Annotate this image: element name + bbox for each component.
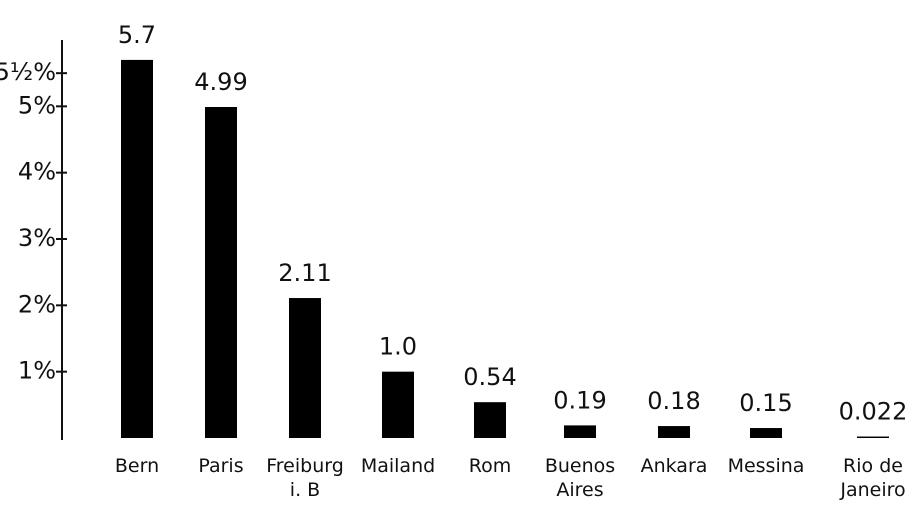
x-tick-label: Rom [469, 455, 511, 477]
bar [750, 428, 782, 438]
x-tick-label: Paris [198, 455, 243, 477]
y-tick-label: 3% [18, 224, 56, 252]
bar [474, 402, 506, 438]
bar [289, 298, 321, 438]
x-tick-label: Buenos Aires [545, 455, 615, 501]
value-label: 5.7 [118, 21, 156, 49]
value-label: 4.99 [194, 68, 247, 96]
y-tick-label: 1% [18, 357, 56, 385]
bar [857, 436, 889, 438]
value-label: 2.11 [278, 259, 331, 287]
value-label: 0.022 [839, 398, 908, 426]
x-tick-label: Mailand [361, 455, 435, 477]
bar [121, 59, 153, 439]
y-tick-label: 2% [18, 290, 56, 318]
value-label: 0.19 [553, 386, 606, 414]
bar [382, 371, 414, 438]
value-label: 0.18 [647, 387, 700, 415]
y-tick-label: 5% [18, 91, 56, 119]
bar [564, 425, 596, 438]
x-tick-label: Bern [115, 455, 159, 477]
y-tick-label: 5½% [0, 58, 56, 86]
bar [658, 426, 690, 438]
x-tick-label: Ankara [641, 455, 708, 477]
value-label: 0.54 [463, 363, 516, 391]
x-tick-label: Messina [728, 455, 805, 477]
value-label: 1.0 [379, 333, 417, 361]
bar [205, 106, 237, 438]
x-tick-label: Rio de Janeiro [839, 455, 905, 501]
x-tick-label: Freiburg i. B [266, 455, 344, 501]
y-tick-label: 4% [18, 158, 56, 186]
value-label: 0.15 [739, 389, 792, 417]
